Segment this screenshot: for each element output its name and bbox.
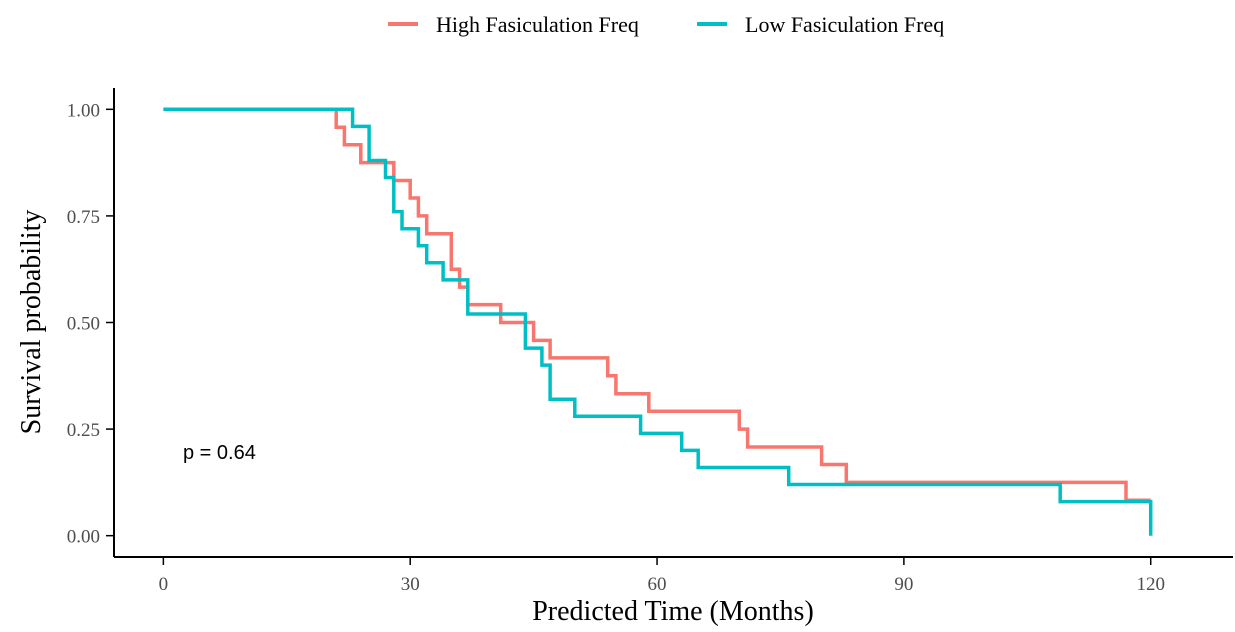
x-tick-label: 30	[401, 574, 420, 595]
y-tick-label: 0.75	[67, 207, 100, 228]
legend-label: Low Fasiculation Freq	[745, 12, 944, 37]
x-tick-label: 0	[159, 574, 169, 595]
axes	[113, 88, 1233, 558]
series-line-low	[163, 107, 1153, 536]
ticks: 0 30 60 90 120 0.00 0.25 0.50 0.75 1.00	[67, 100, 1165, 595]
series-line-high	[163, 107, 1151, 503]
y-tick-label: 0.25	[67, 420, 100, 441]
x-tick-label: 60	[648, 574, 667, 595]
y-tick-label: 0.50	[67, 314, 100, 335]
series-lines	[163, 107, 1153, 536]
x-tick-label: 120	[1136, 574, 1165, 595]
x-tick-label: 90	[894, 574, 913, 595]
legend-label: High Fasiculation Freq	[436, 12, 639, 37]
y-tick-label: 1.00	[67, 100, 100, 121]
x-axis-title: Predicted Time (Months)	[532, 596, 814, 627]
p-value-annotation: p = 0.64	[183, 442, 256, 464]
y-tick-label: 0.00	[67, 527, 100, 548]
legend: High Fasiculation Freq Low Fasiculation F…	[388, 12, 944, 37]
y-axis-title: Survival probability	[16, 210, 47, 435]
